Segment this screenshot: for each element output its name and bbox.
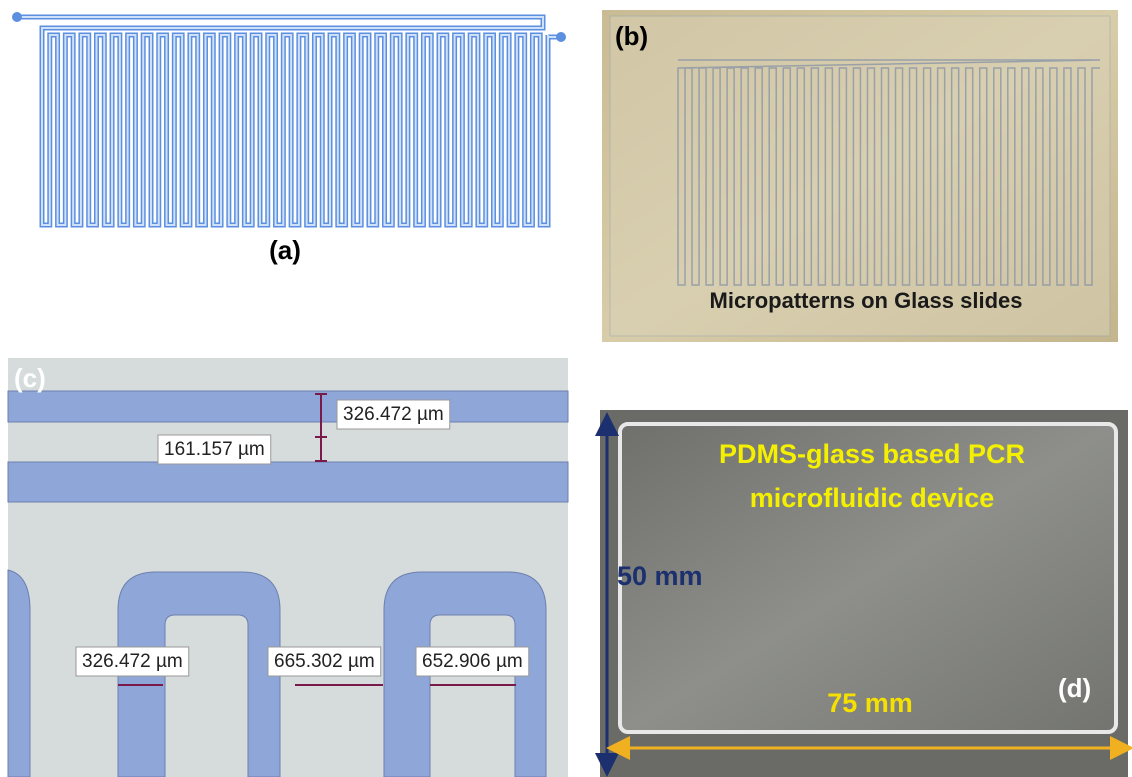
figure: (a) (b) Micropatterns on Glass slides 32… xyxy=(0,0,1132,777)
device-title: microfluidic device xyxy=(750,483,995,513)
height-label: 50 mm xyxy=(617,561,703,591)
panel-c: 326.472 µm 161.157 µm 326.472 µm 665.302 µm… xyxy=(8,358,568,777)
measurement-label: 665.302 µm xyxy=(274,651,375,672)
measurement-label: 161.157 µm xyxy=(164,439,265,460)
outlet xyxy=(556,32,566,42)
channel xyxy=(8,570,30,777)
panel-b: (b) Micropatterns on Glass slides xyxy=(602,10,1118,342)
serpentine-channel xyxy=(17,17,561,225)
panel-label: (b) xyxy=(615,21,648,51)
panel-d: PDMS-glass based PCR microfluidic device… xyxy=(600,410,1128,777)
panel-label: (c) xyxy=(14,363,46,393)
panel-a: (a) xyxy=(12,12,566,265)
inlet xyxy=(12,12,22,22)
panel-label: (d) xyxy=(1058,673,1091,703)
measurement-label: 326.472 µm xyxy=(82,651,183,672)
measurement-label: 326.472 µm xyxy=(343,404,444,425)
device-title: PDMS-glass based PCR xyxy=(719,439,1025,469)
caption: Micropatterns on Glass slides xyxy=(710,288,1023,313)
width-label: 75 mm xyxy=(827,688,913,718)
channel xyxy=(8,391,568,422)
measurement-label: 652.906 µm xyxy=(422,651,523,672)
panel-label: (a) xyxy=(269,235,301,265)
channel xyxy=(8,462,568,502)
